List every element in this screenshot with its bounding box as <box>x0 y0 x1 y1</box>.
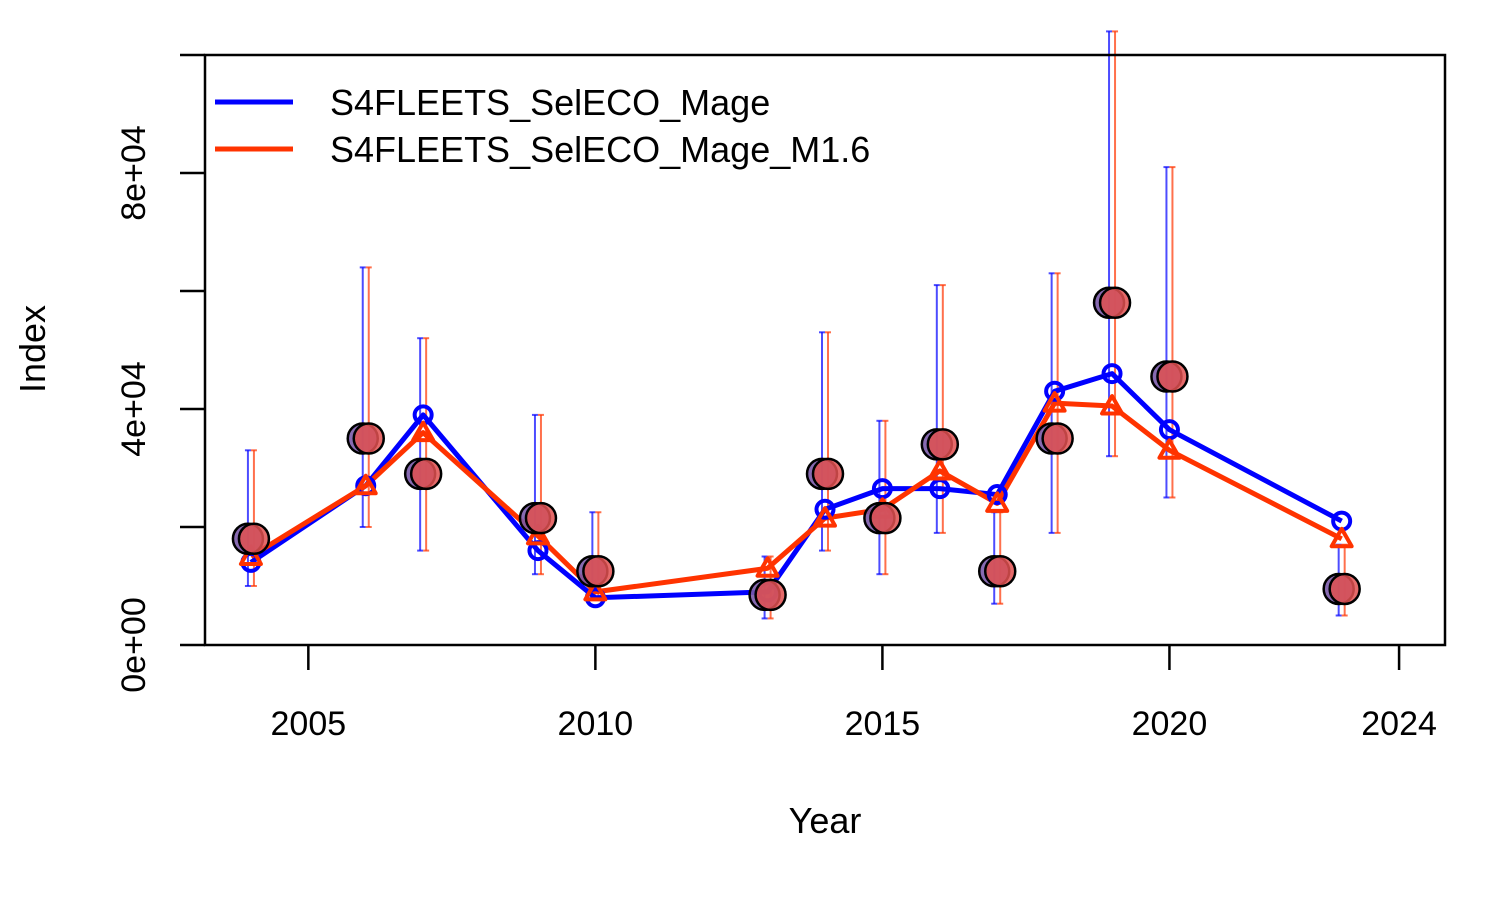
observed-point <box>811 457 845 491</box>
series-marker-triangle <box>411 420 436 443</box>
observed-point <box>1098 286 1132 320</box>
observed-point <box>237 522 271 556</box>
observed-point <box>409 457 443 491</box>
observed-point <box>1156 360 1189 393</box>
y-tick-label: 4e+04 <box>115 361 153 457</box>
series-marker-circle <box>871 478 893 500</box>
series-marker-circle <box>814 498 836 520</box>
x-tick-label: 2010 <box>558 705 634 743</box>
series-marker-circle <box>1158 419 1180 441</box>
observed-point <box>582 555 615 588</box>
observed-point <box>352 422 385 455</box>
observed-point <box>524 501 558 535</box>
axes-layer: 0e+00 4e+04 8e+04 2005 2010 2015 2020 2024 <box>115 53 1447 743</box>
legend-label-1: S4FLEETS_SelECO_Mage <box>330 82 770 123</box>
series-marker-triangle <box>1329 526 1354 549</box>
series-marker-triangle <box>927 458 952 481</box>
observed-point <box>869 501 902 535</box>
plot-frame <box>203 53 1447 647</box>
series-marker-triangle <box>985 491 1010 513</box>
series-marker-triangle <box>1157 438 1182 460</box>
series-line-2 <box>249 400 1343 595</box>
x-axis-title: Year <box>789 800 862 841</box>
x-tick-label: 2020 <box>1132 705 1208 743</box>
series-marker-triangle <box>813 506 837 528</box>
observed-points-layer <box>231 286 1361 612</box>
x-tick-label: 2024 <box>1361 705 1437 743</box>
series-marker-triangle <box>1042 391 1067 413</box>
series-marker-triangle <box>238 544 263 566</box>
observed-point <box>1041 422 1074 455</box>
x-tick-label: 2015 <box>845 705 921 743</box>
series-marker-triangle <box>353 473 378 496</box>
series-marker-circle <box>986 484 1008 506</box>
series-marker-triangle <box>755 556 780 578</box>
observed-point <box>754 578 787 612</box>
observed-point <box>926 428 960 461</box>
series-marker-circle <box>1101 363 1123 385</box>
y-tick-label: 0e+00 <box>115 597 153 693</box>
x-tick-label: 2005 <box>271 705 347 743</box>
observed-point <box>983 555 1017 588</box>
series-markers-layer <box>238 363 1354 609</box>
series-marker-triangle <box>583 579 608 602</box>
y-tick-label: 8e+04 <box>115 125 153 221</box>
legend: S4FLEETS_SelECO_Mage S4FLEETS_SelECO_Mage… <box>215 82 870 170</box>
series-marker-circle <box>1044 380 1066 402</box>
series-marker-triangle <box>525 523 550 546</box>
legend-label-2: S4FLEETS_SelECO_Mage_M1.6 <box>330 129 870 170</box>
observed-point <box>1328 572 1361 606</box>
series-marker-triangle <box>1100 394 1125 416</box>
y-axis-title: Index <box>12 305 53 393</box>
